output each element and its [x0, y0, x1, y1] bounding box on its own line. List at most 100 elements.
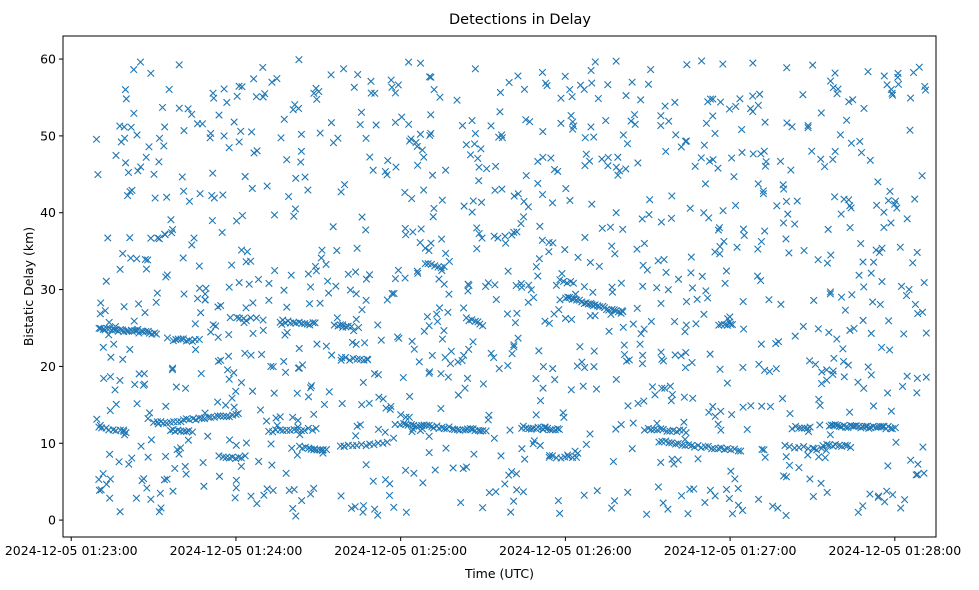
data-point [561, 314, 570, 323]
data-point [504, 267, 512, 275]
data-point [224, 352, 233, 360]
data-point [425, 73, 434, 81]
data-point [440, 424, 448, 433]
data-point [159, 419, 168, 428]
data-point [453, 96, 461, 104]
data-point [854, 378, 862, 386]
data-point [507, 508, 515, 516]
data-point [478, 234, 486, 242]
data-point [369, 166, 377, 174]
data-point [505, 78, 513, 87]
data-point [508, 349, 516, 358]
data-point [671, 440, 680, 448]
data-point [608, 305, 616, 314]
data-point [362, 226, 370, 234]
data-point [485, 488, 494, 497]
data-point [586, 258, 595, 267]
data-point [496, 88, 505, 97]
data-point [402, 413, 410, 421]
data-point [441, 166, 450, 174]
data-point [749, 150, 757, 158]
data-point [230, 118, 238, 126]
data-point [216, 412, 224, 420]
data-point [654, 483, 663, 491]
data-point [874, 492, 883, 500]
data-point [740, 231, 748, 240]
data-point [772, 364, 781, 373]
data-point [738, 148, 746, 157]
data-point [849, 96, 857, 104]
data-point [160, 476, 169, 484]
data-point [471, 317, 479, 326]
data-point [736, 447, 745, 455]
data-point [425, 369, 433, 377]
y-tick-label: 10 [40, 436, 56, 451]
data-point [532, 374, 540, 383]
data-point [290, 485, 298, 494]
data-point [405, 137, 414, 145]
data-point [125, 460, 133, 468]
data-point [687, 269, 695, 277]
data-point [470, 450, 478, 458]
data-point [608, 288, 617, 296]
data-point [888, 89, 896, 98]
data-point [756, 276, 765, 285]
data-point [459, 304, 468, 312]
data-points [92, 55, 930, 520]
data-point [688, 284, 697, 292]
data-point [97, 299, 105, 307]
data-point [701, 180, 710, 188]
data-point [491, 162, 500, 171]
data-point [784, 210, 792, 218]
data-point [714, 164, 722, 172]
data-point [887, 407, 896, 415]
data-point [617, 420, 625, 429]
data-point [830, 354, 838, 363]
data-point [682, 321, 691, 329]
data-point [725, 105, 734, 113]
data-point [545, 248, 553, 256]
data-point [512, 281, 520, 290]
data-point [884, 317, 893, 325]
data-point [657, 348, 665, 356]
data-point [147, 69, 155, 77]
data-point [459, 426, 467, 434]
data-point [151, 194, 159, 202]
data-point [572, 296, 581, 304]
data-point [919, 443, 927, 451]
data-point [866, 156, 874, 164]
data-point [812, 446, 821, 454]
data-point [225, 375, 233, 383]
data-point [739, 225, 748, 233]
data-point [860, 384, 868, 392]
data-point [644, 80, 653, 88]
data-point [883, 389, 892, 397]
data-point [350, 83, 358, 92]
data-point [859, 502, 867, 510]
data-point [304, 424, 312, 433]
data-point [581, 161, 589, 170]
data-point [103, 324, 111, 333]
data-point [105, 318, 113, 327]
data-point [162, 402, 170, 411]
data-point [820, 162, 829, 171]
data-point [918, 308, 927, 316]
data-point [245, 280, 253, 288]
data-point [918, 172, 926, 180]
data-point [96, 324, 105, 333]
data-point [155, 158, 163, 166]
data-point [216, 356, 225, 364]
data-point [173, 417, 182, 426]
data-point [209, 169, 217, 177]
data-point [739, 325, 748, 333]
data-point [416, 238, 424, 247]
data-point [891, 423, 900, 432]
data-point [310, 445, 319, 453]
data-point [847, 139, 856, 147]
data-point [888, 490, 897, 499]
data-point [401, 466, 410, 475]
data-point [580, 363, 589, 372]
data-point [799, 322, 808, 331]
data-point [911, 300, 920, 309]
